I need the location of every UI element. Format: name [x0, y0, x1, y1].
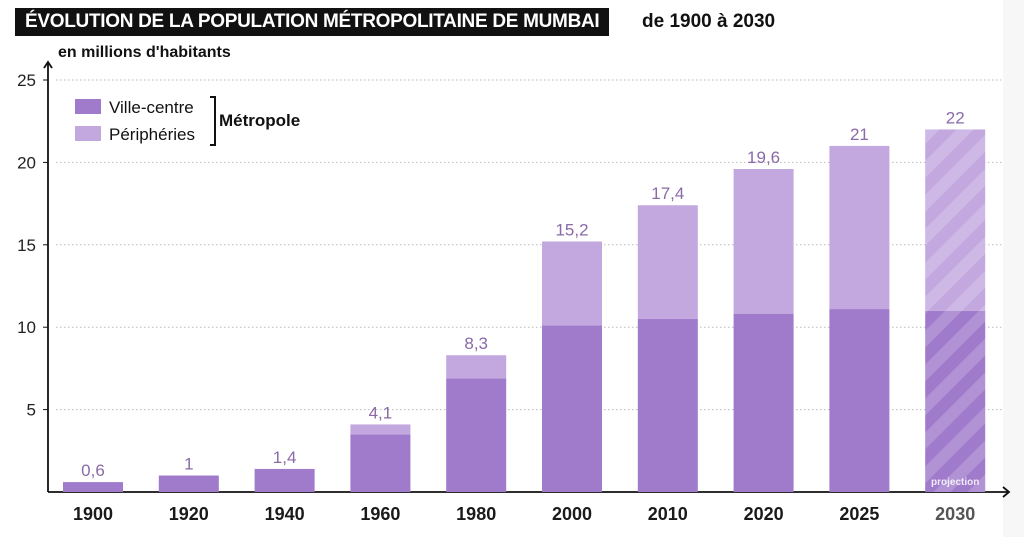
- bar-total-label: 21: [850, 125, 869, 144]
- bar-total-label: 1,4: [273, 448, 297, 467]
- bar-total-label: 15,2: [555, 221, 588, 240]
- bar-ville-centre-1900: [63, 482, 123, 492]
- x-tick-label: 1920: [169, 504, 209, 524]
- bar-peripheries-2020: [733, 168, 794, 315]
- legend-label: Périphéries: [109, 125, 195, 144]
- bar-ville-centre-2000: [542, 325, 602, 492]
- y-tick-label: 5: [27, 401, 36, 420]
- x-tick-label: 2000: [552, 504, 592, 524]
- y-axis-arrow-icon: [43, 60, 53, 69]
- margin-panel: [1003, 0, 1024, 537]
- legend-bracket: [210, 96, 216, 146]
- bar-ville-centre-2025: [829, 309, 890, 492]
- projection-hatch: [925, 129, 986, 311]
- y-tick-label: 20: [17, 153, 36, 172]
- x-tick-label: 2020: [744, 504, 784, 524]
- bar-ville-centre-2010: [637, 318, 698, 492]
- bar-total-label: 1: [184, 455, 193, 474]
- projection-hatch: [925, 310, 986, 492]
- x-tick-label: 2010: [648, 504, 688, 524]
- legend-group-label: Métropole: [219, 111, 300, 130]
- bar-peripheries-2010: [637, 205, 698, 319]
- projection-label: projection: [931, 477, 979, 488]
- bar-total-label: 17,4: [651, 184, 684, 203]
- bar-total-label: 8,3: [464, 334, 488, 353]
- y-tick-label: 25: [17, 71, 36, 90]
- legend-label: Ville-centre: [109, 98, 194, 117]
- x-tick-label: 2025: [839, 504, 879, 524]
- bar-ville-centre-2020: [733, 314, 794, 492]
- x-tick-label: 1980: [456, 504, 496, 524]
- bar-ville-centre-1980: [446, 378, 507, 492]
- y-axis-label: en millions d'habitants: [58, 44, 231, 61]
- bar-total-label: 0,6: [81, 461, 105, 480]
- chart-subtitle: de 1900 à 2030: [642, 11, 776, 32]
- y-tick-label: 10: [17, 318, 36, 337]
- x-tick-label: 2030: [935, 504, 975, 524]
- x-axis-arrow-icon: [1002, 486, 1011, 498]
- legend-swatch: [75, 99, 101, 114]
- bar-total-label: 22: [946, 108, 965, 127]
- bar-peripheries-1960: [350, 424, 411, 435]
- x-tick-label: 1940: [265, 504, 305, 524]
- bar-total-label: 19,6: [747, 148, 780, 167]
- bar-total-label: 4,1: [369, 403, 393, 422]
- y-tick-label: 15: [17, 236, 36, 255]
- bar-ville-centre-1920: [158, 475, 219, 492]
- bar-peripheries-1980: [446, 355, 507, 379]
- legend-swatch: [75, 126, 101, 141]
- x-tick-label: 1900: [73, 504, 113, 524]
- bar-peripheries-2000: [542, 241, 602, 326]
- bar-ville-centre-1940: [254, 468, 315, 492]
- bar-peripheries-2025: [829, 145, 890, 310]
- bar-ville-centre-1960: [350, 434, 411, 492]
- chart-title: ÉVOLUTION DE LA POPULATION MÉTROPOLITAIN…: [15, 8, 610, 36]
- x-tick-label: 1960: [360, 504, 400, 524]
